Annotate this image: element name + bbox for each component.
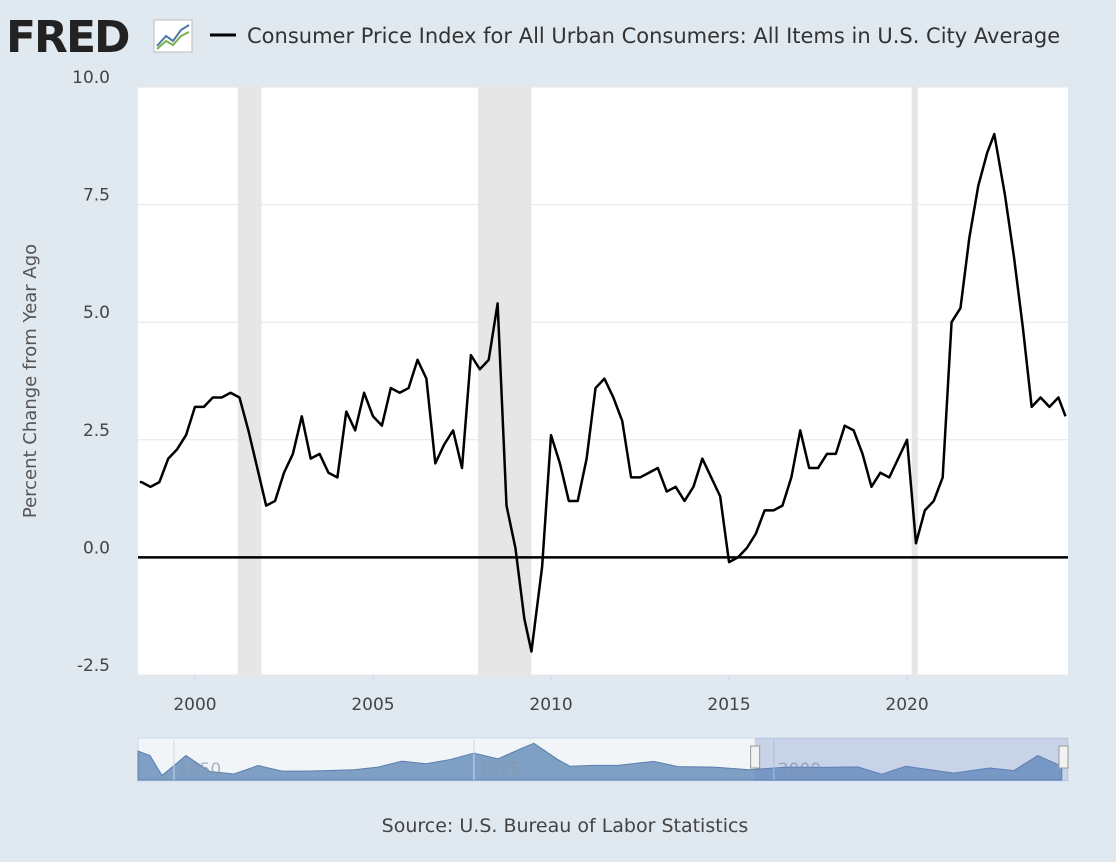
x-tick-label: 2005 [351,695,394,715]
y-tick-label: 10.0 [72,68,110,88]
navigator-area [137,742,1063,781]
logo: FRED [6,12,129,63]
y-tick-label: 0.0 [83,538,110,558]
y-axis-label: Percent Change from Year Ago [20,244,41,518]
y-tick-label: 5.0 [83,303,110,323]
navigator-tick-label: 1950 [178,760,221,780]
x-tick-label: 2000 [173,695,216,715]
y-tick-label: -2.5 [77,656,110,676]
recession-band [911,87,918,675]
y-tick-label: 2.5 [83,421,110,441]
navigator-handle[interactable] [750,745,761,769]
series-line [139,132,1067,653]
recession-band [478,87,532,675]
recession-band [237,87,262,675]
x-tick-label: 2015 [707,695,750,715]
legend-label: Consumer Price Index for All Urban Consu… [247,24,1060,48]
navigator-handle[interactable] [1058,745,1069,769]
navigator-tick-label: 1975 [478,760,521,780]
source: Source: U.S. Bureau of Labor Statistics [382,815,749,837]
y-tick-label: 7.5 [83,186,110,206]
navigator-tick-label: 2000 [778,760,821,780]
logo-icon [153,19,193,53]
x-tick-label: 2020 [885,695,928,715]
navigator-selection [754,738,1068,781]
x-tick-label: 2010 [529,695,572,715]
